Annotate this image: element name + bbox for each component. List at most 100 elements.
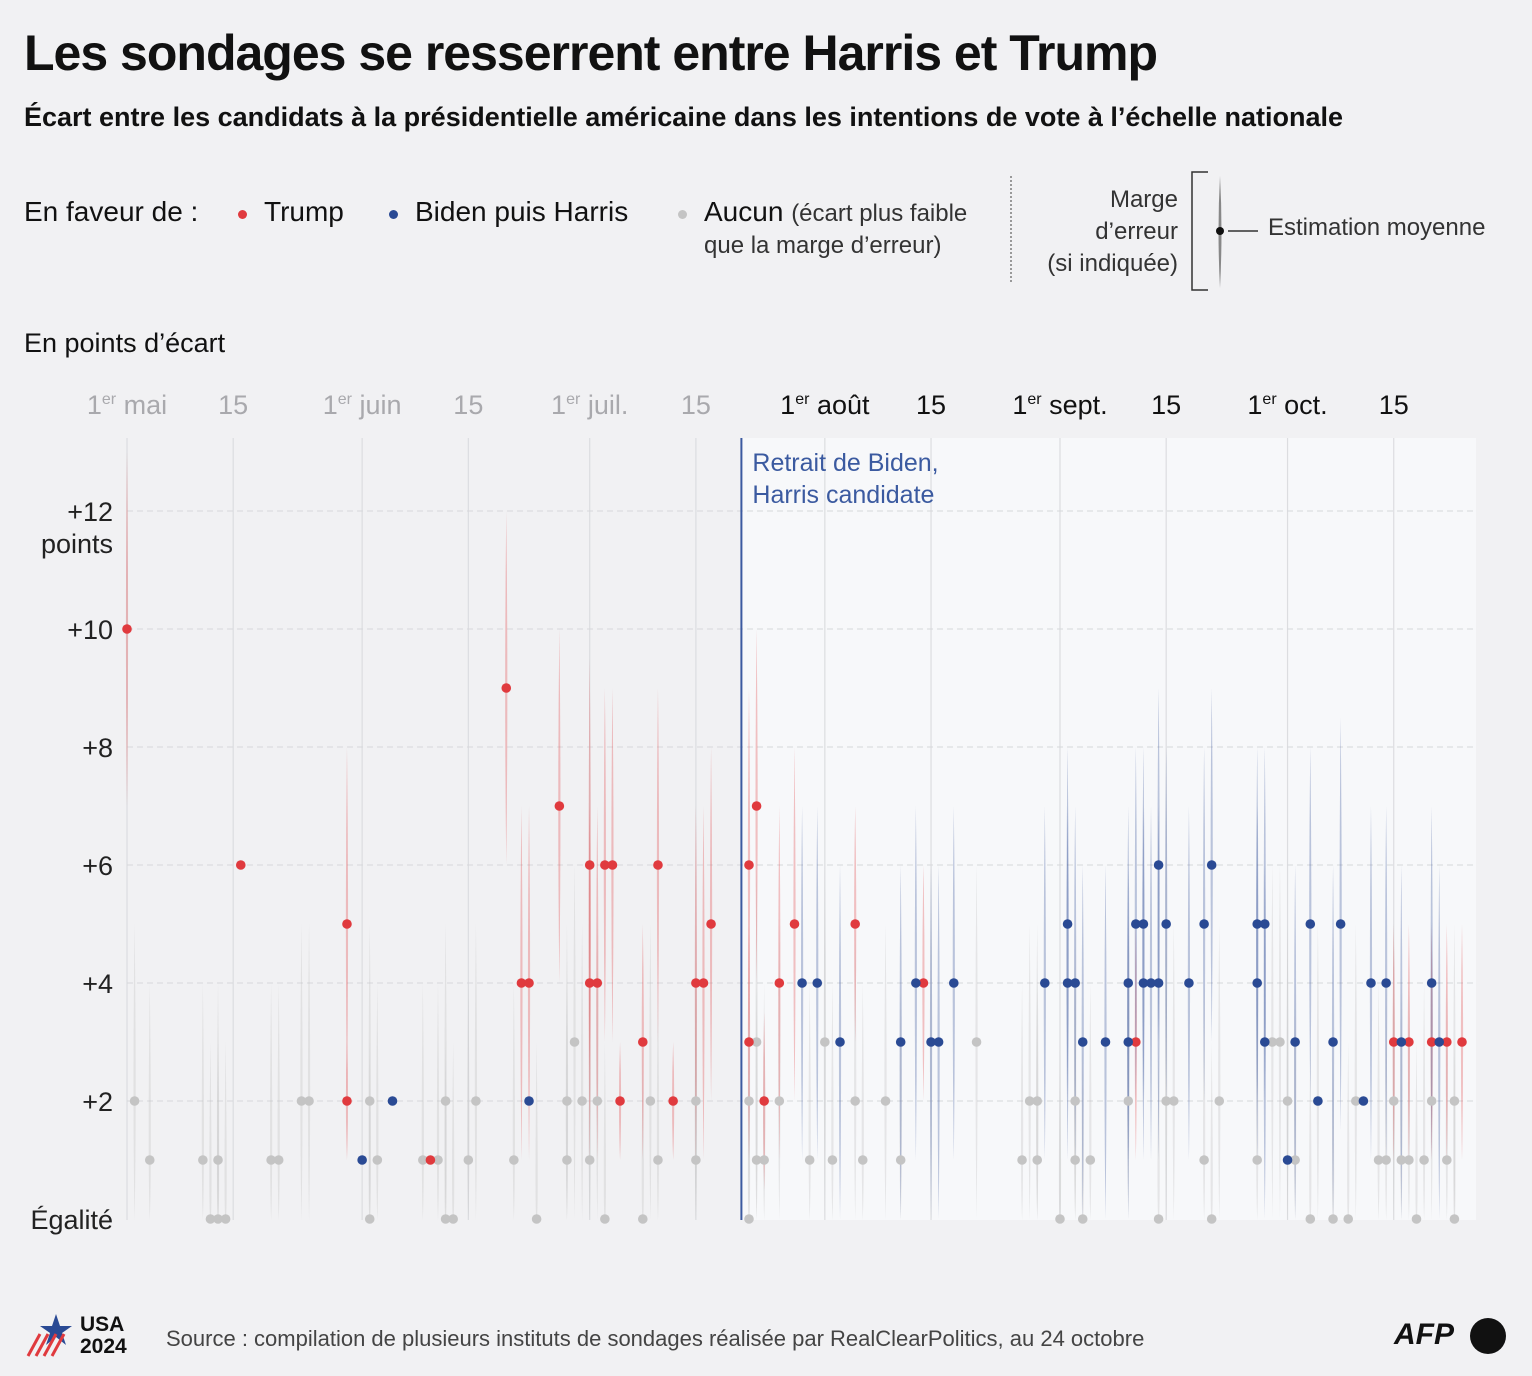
point-none — [774, 1096, 785, 1106]
error-bar-none — [444, 924, 447, 1220]
point-harris — [1138, 978, 1149, 988]
point-none — [1290, 1155, 1300, 1165]
error-bar-none — [148, 983, 151, 1220]
error-bar-none — [1415, 1042, 1418, 1220]
legend-moe-line-3: (si indiquée) — [1047, 250, 1178, 277]
point-trump — [600, 860, 610, 870]
x-tick-label: 15 — [681, 390, 711, 420]
error-bar-none — [307, 924, 311, 1220]
point-trump — [637, 1037, 648, 1047]
point-none — [266, 1155, 276, 1165]
error-bar-none — [535, 1042, 538, 1220]
chart-subtitle: Écart entre les candidats à la président… — [24, 102, 1344, 132]
x-tick-label: 1er août — [780, 390, 870, 420]
point-trump — [918, 978, 929, 988]
point-harris — [1252, 919, 1262, 929]
point-none — [1305, 1214, 1316, 1224]
error-bar-none — [1316, 924, 1319, 1220]
error-bar-none — [209, 1042, 212, 1220]
error-bar-none — [201, 983, 204, 1220]
x-tick-label: 1er oct. — [1247, 390, 1327, 420]
point-harris — [911, 978, 921, 988]
point-harris — [797, 978, 807, 988]
point-harris — [835, 1037, 845, 1047]
error-bar-none — [1392, 924, 1395, 1220]
point-none — [1426, 1096, 1437, 1106]
point-none — [1442, 1155, 1452, 1165]
point-none — [129, 1096, 140, 1106]
point-harris — [387, 1096, 398, 1106]
point-trump — [425, 1155, 436, 1165]
point-none — [364, 1096, 375, 1106]
point-none — [562, 1155, 572, 1165]
error-bar-none — [512, 983, 515, 1220]
afp-logo-dot-icon — [1470, 1318, 1506, 1354]
error-bar-none — [300, 924, 303, 1220]
point-trump — [554, 801, 565, 811]
point-none — [1449, 1214, 1460, 1224]
point-harris — [1366, 978, 1376, 988]
point-trump — [516, 978, 527, 988]
point-none — [1153, 1214, 1164, 1224]
point-none — [751, 1037, 762, 1047]
error-bar-none — [581, 924, 584, 1220]
point-harris — [1206, 860, 1217, 870]
legend-trump-label: Trump — [264, 196, 344, 227]
point-trump — [1426, 1037, 1437, 1047]
x-tick-label: 15 — [1379, 390, 1409, 420]
error-bar-none — [884, 924, 887, 1220]
x-tick-label: 1er mai — [87, 390, 167, 420]
point-none — [1282, 1096, 1293, 1106]
point-none — [198, 1155, 208, 1165]
point-harris — [1070, 978, 1080, 988]
point-none — [691, 1155, 701, 1165]
point-none — [744, 1096, 754, 1106]
point-none — [296, 1096, 307, 1106]
point-none — [220, 1214, 231, 1224]
point-none — [1070, 1096, 1080, 1106]
point-harris — [1146, 978, 1156, 988]
point-none — [205, 1214, 216, 1224]
point-harris — [1153, 978, 1164, 988]
point-none — [1351, 1096, 1361, 1106]
point-trump — [759, 1096, 769, 1106]
point-harris — [1138, 919, 1149, 929]
point-trump — [850, 919, 860, 929]
error-bar-none — [1331, 1042, 1335, 1220]
point-harris — [1161, 919, 1171, 929]
error-bar-none — [1157, 1042, 1160, 1220]
x-tick-label: 15 — [218, 390, 248, 420]
point-harris — [1062, 978, 1073, 988]
point-harris — [1153, 860, 1164, 870]
point-trump — [524, 978, 534, 988]
point-none — [592, 1096, 603, 1106]
point-none — [1419, 1155, 1429, 1165]
point-none — [1168, 1096, 1179, 1106]
point-none — [562, 1096, 572, 1106]
error-bar-none — [444, 1042, 447, 1220]
point-trump — [744, 1037, 754, 1047]
error-bar-none — [133, 924, 136, 1220]
point-none — [645, 1096, 656, 1106]
point-harris — [1259, 1037, 1270, 1047]
point-trump — [501, 683, 512, 693]
error-bar-none — [368, 1042, 371, 1220]
x-tick-label: 1er juin — [323, 390, 402, 420]
legend-moe-line-2: d’erreur — [1095, 218, 1178, 245]
error-bar-none — [641, 1042, 644, 1220]
error-bar-none — [694, 924, 697, 1220]
error-bar-none — [270, 983, 273, 1220]
point-none — [433, 1155, 443, 1165]
point-none — [1411, 1214, 1422, 1224]
error-bar-none — [596, 924, 599, 1220]
error-bar-none — [747, 924, 751, 1220]
point-harris — [1077, 1037, 1088, 1047]
x-tick-label: 1er sept. — [1012, 390, 1107, 420]
event-label-line-2: Harris candidate — [752, 481, 934, 509]
point-none — [600, 1214, 610, 1224]
legend-harris-dot — [389, 210, 398, 219]
point-none — [304, 1096, 314, 1106]
logo-year: 2024 — [80, 1335, 127, 1358]
afp-logo: AFP — [1394, 1318, 1454, 1351]
